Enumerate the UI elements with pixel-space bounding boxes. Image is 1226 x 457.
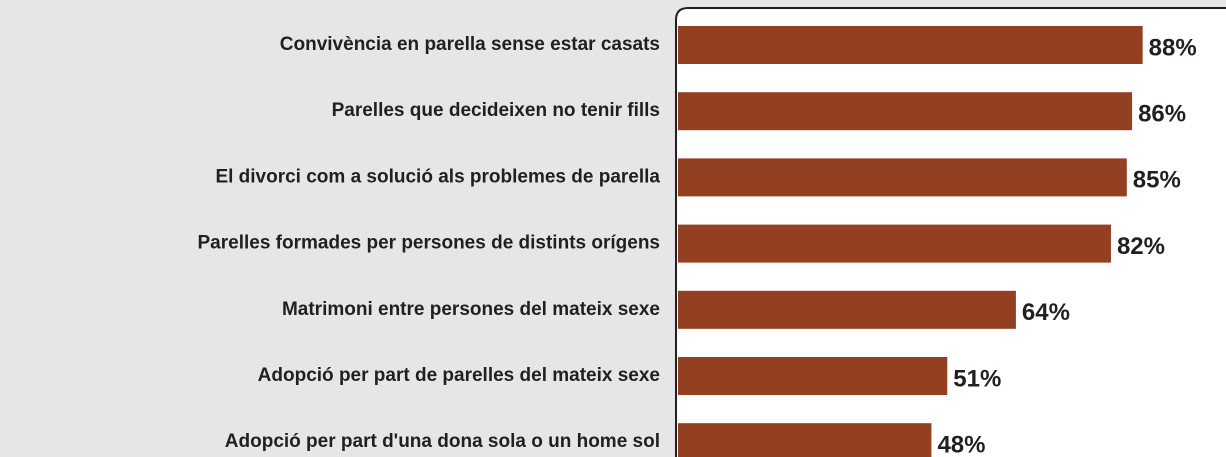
value-label: 82%	[1117, 233, 1165, 260]
value-label: 85%	[1133, 167, 1181, 194]
bar	[678, 26, 1143, 64]
category-label: Adopció per part d'una dona sola o un ho…	[225, 431, 660, 452]
category-label: Convivència en parella sense estar casat…	[280, 34, 660, 55]
value-label: 64%	[1022, 299, 1070, 326]
bar	[678, 423, 932, 457]
category-label: El divorci com a solució als problemes d…	[215, 166, 660, 187]
category-label: Matrimoni entre persones del mateix sexe	[282, 299, 660, 320]
category-label: Parelles formades per persones de distin…	[198, 233, 661, 254]
bar	[678, 158, 1127, 197]
bar	[678, 290, 1016, 329]
value-label: 48%	[937, 432, 985, 457]
value-label: 86%	[1138, 101, 1186, 128]
value-label: 51%	[953, 365, 1001, 392]
bar	[678, 357, 948, 395]
category-label: Adopció per part de parelles del mateix …	[258, 365, 660, 386]
category-label: Parelles que decideixen no tenir fills	[332, 100, 660, 121]
value-label: 88%	[1149, 34, 1197, 61]
bar	[678, 92, 1133, 131]
bar	[678, 224, 1111, 263]
